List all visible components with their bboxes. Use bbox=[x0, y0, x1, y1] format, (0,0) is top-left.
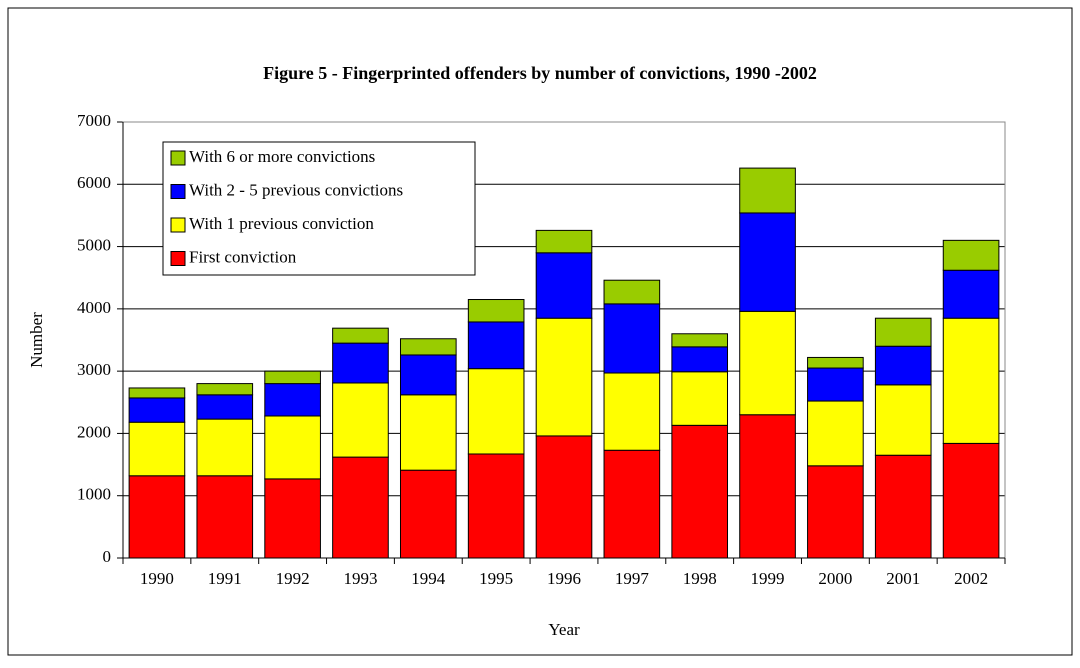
bar-segment bbox=[332, 342, 389, 384]
x-axis-label: Year bbox=[548, 620, 580, 639]
bar-segment bbox=[467, 299, 525, 323]
legend-label: With 6 or more convictions bbox=[189, 147, 375, 166]
bar-segment bbox=[807, 367, 864, 402]
legend-swatch bbox=[170, 251, 186, 266]
bar-segment bbox=[807, 465, 864, 559]
bar-segment bbox=[399, 469, 457, 559]
bar-segment bbox=[196, 475, 254, 559]
bar-segment bbox=[332, 327, 389, 344]
x-tick-label: 2001 bbox=[886, 569, 920, 588]
legend-swatch bbox=[170, 150, 186, 166]
bar-segment bbox=[942, 239, 1000, 271]
x-tick-label: 1997 bbox=[615, 569, 650, 588]
chart-title: Figure 5 - Fingerprinted offenders by nu… bbox=[263, 63, 817, 83]
bar-segment bbox=[128, 397, 186, 423]
x-tick-label: 1996 bbox=[547, 569, 581, 588]
bar-segment bbox=[807, 400, 864, 467]
bar-segment bbox=[264, 478, 321, 559]
bar-segment bbox=[399, 338, 457, 356]
y-tick-label: 2000 bbox=[77, 422, 111, 441]
bar-segment bbox=[874, 317, 932, 347]
bar-segment bbox=[807, 356, 864, 369]
bar-segment bbox=[196, 383, 254, 396]
legend-box bbox=[162, 141, 476, 276]
y-tick-label: 6000 bbox=[77, 173, 111, 192]
x-tick-label: 1994 bbox=[411, 569, 446, 588]
bar-segment bbox=[942, 317, 1000, 444]
y-tick-label: 0 bbox=[103, 547, 112, 566]
y-tick-label: 3000 bbox=[77, 360, 111, 379]
bar-segment bbox=[196, 418, 254, 477]
y-tick-label: 1000 bbox=[77, 485, 111, 504]
bar-segment bbox=[671, 424, 729, 559]
x-tick-label: 1991 bbox=[208, 569, 242, 588]
bar-segment bbox=[128, 421, 186, 477]
x-tick-label: 1999 bbox=[751, 569, 785, 588]
bar-segment bbox=[264, 415, 321, 480]
bar-segment bbox=[942, 269, 1000, 319]
bar-segment bbox=[128, 387, 186, 399]
bar-segment bbox=[535, 435, 593, 559]
legend-label: With 1 previous conviction bbox=[189, 214, 374, 233]
x-tick-label: 2002 bbox=[954, 569, 988, 588]
bar-segment bbox=[739, 310, 796, 416]
bar-segment bbox=[535, 317, 593, 437]
y-axis-label: Number bbox=[27, 312, 46, 368]
legend-swatch bbox=[170, 217, 186, 233]
bar-segment bbox=[671, 346, 729, 373]
x-tick-label: 1998 bbox=[683, 569, 717, 588]
legend-label: First conviction bbox=[189, 247, 297, 266]
bar-segment bbox=[196, 394, 254, 420]
bar-segment bbox=[739, 212, 796, 312]
bar-segment bbox=[671, 371, 729, 426]
y-tick-label: 7000 bbox=[77, 111, 111, 130]
x-tick-label: 1992 bbox=[276, 569, 310, 588]
bar-segment bbox=[467, 453, 525, 559]
bar-segment bbox=[874, 384, 932, 456]
bar-segment bbox=[874, 345, 932, 386]
bar-segment bbox=[128, 475, 186, 559]
bar-segment bbox=[399, 394, 457, 471]
legend-swatch bbox=[170, 184, 186, 199]
x-tick-label: 2000 bbox=[818, 569, 852, 588]
bar-segment bbox=[603, 303, 661, 374]
bar-segment bbox=[264, 383, 321, 417]
bar-segment bbox=[332, 382, 389, 458]
legend-label: With 2 - 5 previous convictions bbox=[189, 180, 403, 199]
bar-segment bbox=[535, 229, 593, 254]
bar-segment bbox=[332, 456, 389, 559]
y-tick-label: 5000 bbox=[77, 235, 111, 254]
bar-segment bbox=[399, 354, 457, 396]
bar-segment bbox=[739, 167, 796, 214]
bar-segment bbox=[467, 368, 525, 455]
bar-segment bbox=[671, 333, 729, 348]
bar-segment bbox=[535, 252, 593, 319]
x-tick-label: 1995 bbox=[479, 569, 513, 588]
x-tick-label: 1990 bbox=[140, 569, 174, 588]
bar-segment bbox=[603, 372, 661, 451]
bar-segment bbox=[942, 442, 1000, 559]
bar-segment bbox=[603, 279, 661, 305]
bar-segment bbox=[739, 414, 796, 559]
bar-segment bbox=[264, 370, 321, 385]
x-tick-label: 1993 bbox=[343, 569, 377, 588]
bar-segment bbox=[874, 454, 932, 559]
y-tick-label: 4000 bbox=[77, 298, 111, 317]
bar-segment bbox=[467, 321, 525, 370]
bar-segment bbox=[603, 449, 661, 559]
